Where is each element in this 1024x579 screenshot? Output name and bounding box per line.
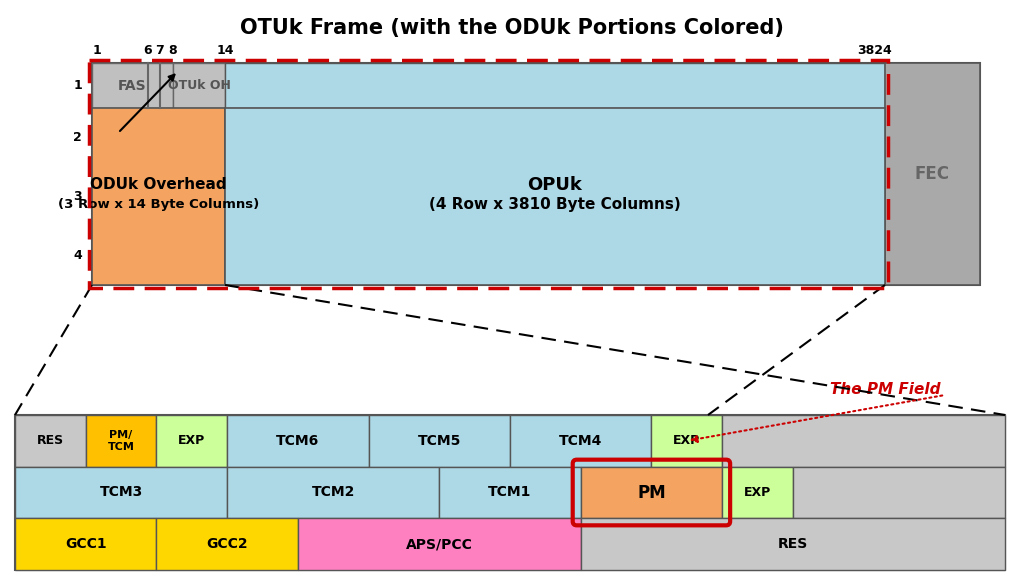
Text: 8: 8 [169, 45, 177, 57]
Text: 7: 7 [156, 45, 165, 57]
Bar [92, 63, 980, 108]
Text: FAS: FAS [118, 79, 146, 93]
Text: APS/PCC: APS/PCC [406, 537, 473, 551]
Bar [225, 63, 885, 108]
Text: TCM3: TCM3 [99, 486, 142, 500]
Text: GCC2: GCC2 [206, 537, 248, 551]
Text: GCC1: GCC1 [65, 537, 106, 551]
Bar [173, 63, 225, 108]
Bar [92, 108, 225, 285]
Bar [15, 415, 86, 467]
Bar [15, 467, 227, 518]
Bar [89, 60, 888, 288]
Bar [15, 415, 1005, 570]
Text: EXP: EXP [178, 434, 206, 448]
Bar [92, 63, 980, 285]
Bar [92, 63, 173, 108]
Bar [651, 415, 722, 467]
Text: PM: PM [637, 483, 666, 501]
Text: OTUk OH: OTUk OH [168, 79, 230, 92]
Text: TCM5: TCM5 [418, 434, 461, 448]
Text: The PM Field: The PM Field [829, 383, 940, 398]
Text: OTUk Frame (with the ODUk Portions Colored): OTUk Frame (with the ODUk Portions Color… [240, 18, 784, 38]
Bar [793, 467, 1005, 518]
Bar [439, 467, 581, 518]
Text: FEC: FEC [915, 165, 950, 183]
Text: TCM6: TCM6 [276, 434, 319, 448]
Text: TCM4: TCM4 [559, 434, 602, 448]
Bar [225, 108, 885, 285]
Text: RES: RES [778, 537, 808, 551]
Bar [15, 518, 157, 570]
Bar [157, 415, 227, 467]
Bar [86, 415, 157, 467]
Bar [298, 518, 581, 570]
Bar [227, 415, 369, 467]
Text: 14: 14 [216, 45, 233, 57]
Bar [581, 467, 722, 518]
Text: TCM1: TCM1 [488, 486, 531, 500]
Text: PM/
TCM: PM/ TCM [108, 430, 134, 452]
Text: 2: 2 [74, 131, 82, 144]
Text: 3: 3 [74, 190, 82, 203]
Bar [722, 467, 793, 518]
Bar [581, 518, 1005, 570]
Bar [369, 415, 510, 467]
Bar [227, 467, 439, 518]
Text: (4 Row x 3810 Byte Columns): (4 Row x 3810 Byte Columns) [429, 197, 681, 212]
Bar [510, 415, 651, 467]
Bar [885, 63, 980, 285]
Text: 1: 1 [92, 45, 101, 57]
Text: 3824: 3824 [858, 45, 892, 57]
Text: TCM2: TCM2 [311, 486, 355, 500]
Bar [157, 518, 298, 570]
Text: OPUk: OPUk [527, 175, 583, 193]
Text: (3 Row x 14 Byte Columns): (3 Row x 14 Byte Columns) [58, 198, 259, 211]
Text: 1: 1 [74, 79, 82, 92]
Text: ODUk Overhead: ODUk Overhead [90, 177, 226, 192]
Bar [722, 415, 1005, 467]
Text: EXP: EXP [673, 434, 700, 448]
Text: 4: 4 [74, 249, 82, 262]
Text: RES: RES [37, 434, 63, 448]
Text: EXP: EXP [743, 486, 771, 499]
Text: 6: 6 [143, 45, 153, 57]
